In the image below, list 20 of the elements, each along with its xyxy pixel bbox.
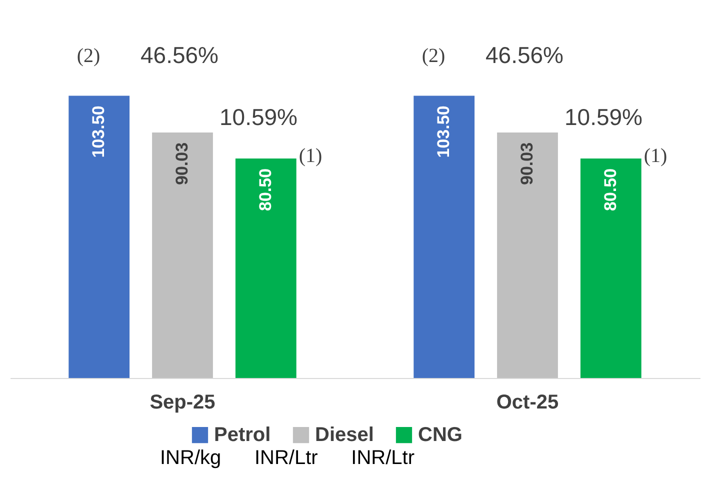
legend-label: Diesel [315,424,374,446]
annotation: 10.59% [564,104,643,130]
text: (2) [422,45,446,67]
annotation: (1) [298,145,322,167]
legend-label: CNG [418,424,462,446]
text: 46.56% [140,42,219,68]
legend-label: Petrol [214,424,271,446]
text: 46.56% [485,42,564,68]
annotation: (1) [644,145,668,167]
data-label: 103.50 [434,106,454,158]
annotation: 10.59% [219,104,298,130]
data-label: 80.50 [256,168,275,211]
data-label: 90.03 [518,142,536,186]
data-label: 80.50 [600,168,620,211]
data-label: 103.50 [89,106,108,158]
text: (2) [76,45,100,67]
data-label: 90.03 [172,142,192,186]
text: INR/kg INR/Ltr INR/Ltr [160,447,416,470]
x-tick-label: Sep-25 [150,392,216,414]
x-tick-label: Oct-25 [496,392,559,414]
